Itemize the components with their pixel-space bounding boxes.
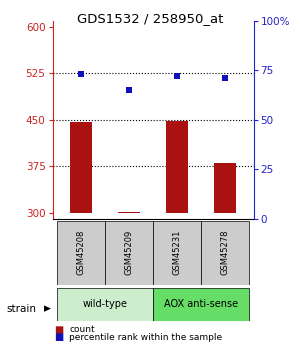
Bar: [105, 221, 153, 285]
Bar: [118, 211, 140, 213]
Bar: [57, 221, 105, 285]
Text: GSM45278: GSM45278: [220, 230, 229, 275]
Bar: [166, 120, 188, 213]
Bar: [57, 288, 153, 321]
Polygon shape: [44, 305, 51, 312]
Text: ■: ■: [54, 333, 63, 342]
Bar: [214, 163, 236, 213]
Text: strain: strain: [6, 304, 36, 314]
Text: GDS1532 / 258950_at: GDS1532 / 258950_at: [77, 12, 223, 25]
Text: GSM45208: GSM45208: [77, 230, 86, 275]
Text: GSM45209: GSM45209: [124, 230, 134, 275]
Text: wild-type: wild-type: [82, 299, 128, 309]
Bar: [153, 221, 201, 285]
Text: count: count: [69, 325, 94, 334]
Text: AOX anti-sense: AOX anti-sense: [164, 299, 238, 309]
Text: percentile rank within the sample: percentile rank within the sample: [69, 333, 222, 342]
Bar: [153, 288, 249, 321]
Text: GSM45231: GSM45231: [172, 230, 182, 275]
Bar: [201, 221, 249, 285]
Bar: [70, 122, 92, 213]
Text: ■: ■: [54, 325, 63, 335]
